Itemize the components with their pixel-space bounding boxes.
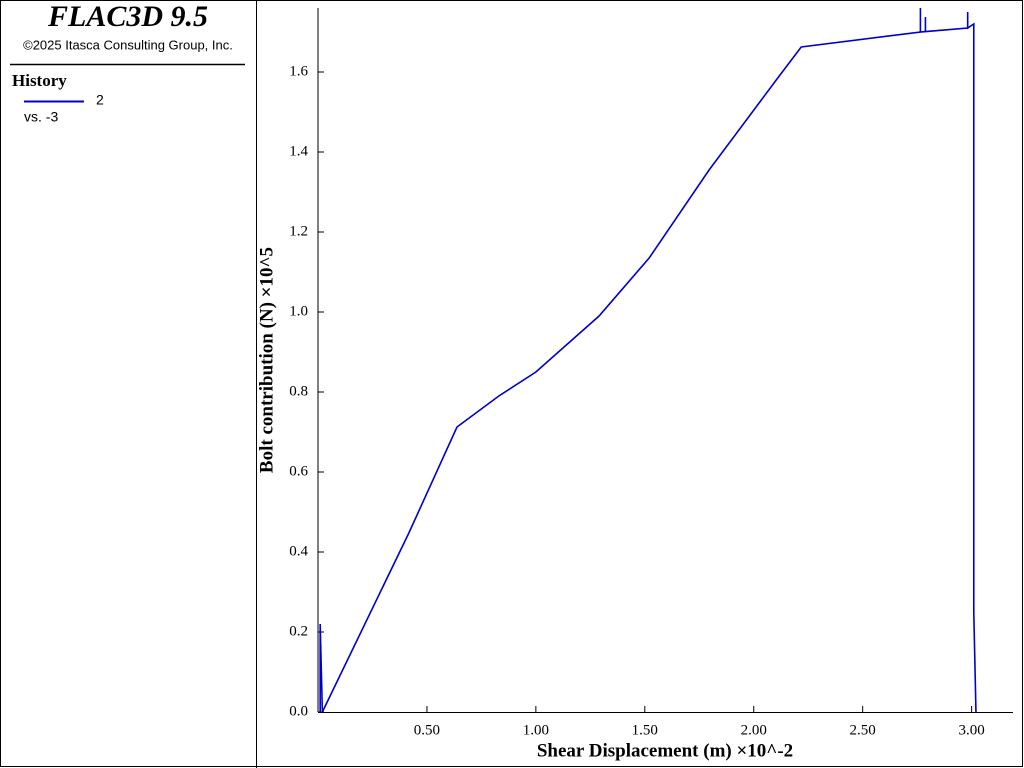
history-label: History bbox=[12, 71, 67, 90]
x-tick-label: 1.00 bbox=[523, 722, 549, 738]
data-line bbox=[319, 8, 977, 713]
y-tick-label: 1.4 bbox=[289, 143, 308, 159]
x-tick-label: 2.50 bbox=[850, 722, 876, 738]
x-tick-label: 1.50 bbox=[632, 722, 658, 738]
y-tick-label: 0.4 bbox=[289, 543, 308, 559]
x-tick-label: 2.00 bbox=[741, 722, 767, 738]
y-tick-label: 0.2 bbox=[289, 623, 308, 639]
app-title: FLAC3D 9.5 bbox=[47, 0, 208, 33]
y-tick-label: 1.6 bbox=[289, 63, 308, 79]
y-tick-label: 0.6 bbox=[289, 463, 308, 479]
legend-entry: 2 bbox=[96, 92, 104, 108]
x-axis-title: Shear Displacement (m) ×10^-2 bbox=[537, 740, 793, 761]
y-tick-label: 0.0 bbox=[289, 703, 308, 719]
y-axis-title: Bolt contribution (N) ×10^5 bbox=[256, 247, 277, 473]
x-tick-label: 0.50 bbox=[414, 722, 440, 738]
y-tick-label: 0.8 bbox=[289, 383, 308, 399]
y-tick-label: 1.0 bbox=[289, 303, 308, 319]
legend-vs: vs. -3 bbox=[24, 109, 58, 125]
copyright: ©2025 Itasca Consulting Group, Inc. bbox=[23, 37, 233, 52]
x-tick-label: 3.00 bbox=[958, 722, 984, 738]
y-tick-label: 1.2 bbox=[289, 223, 308, 239]
